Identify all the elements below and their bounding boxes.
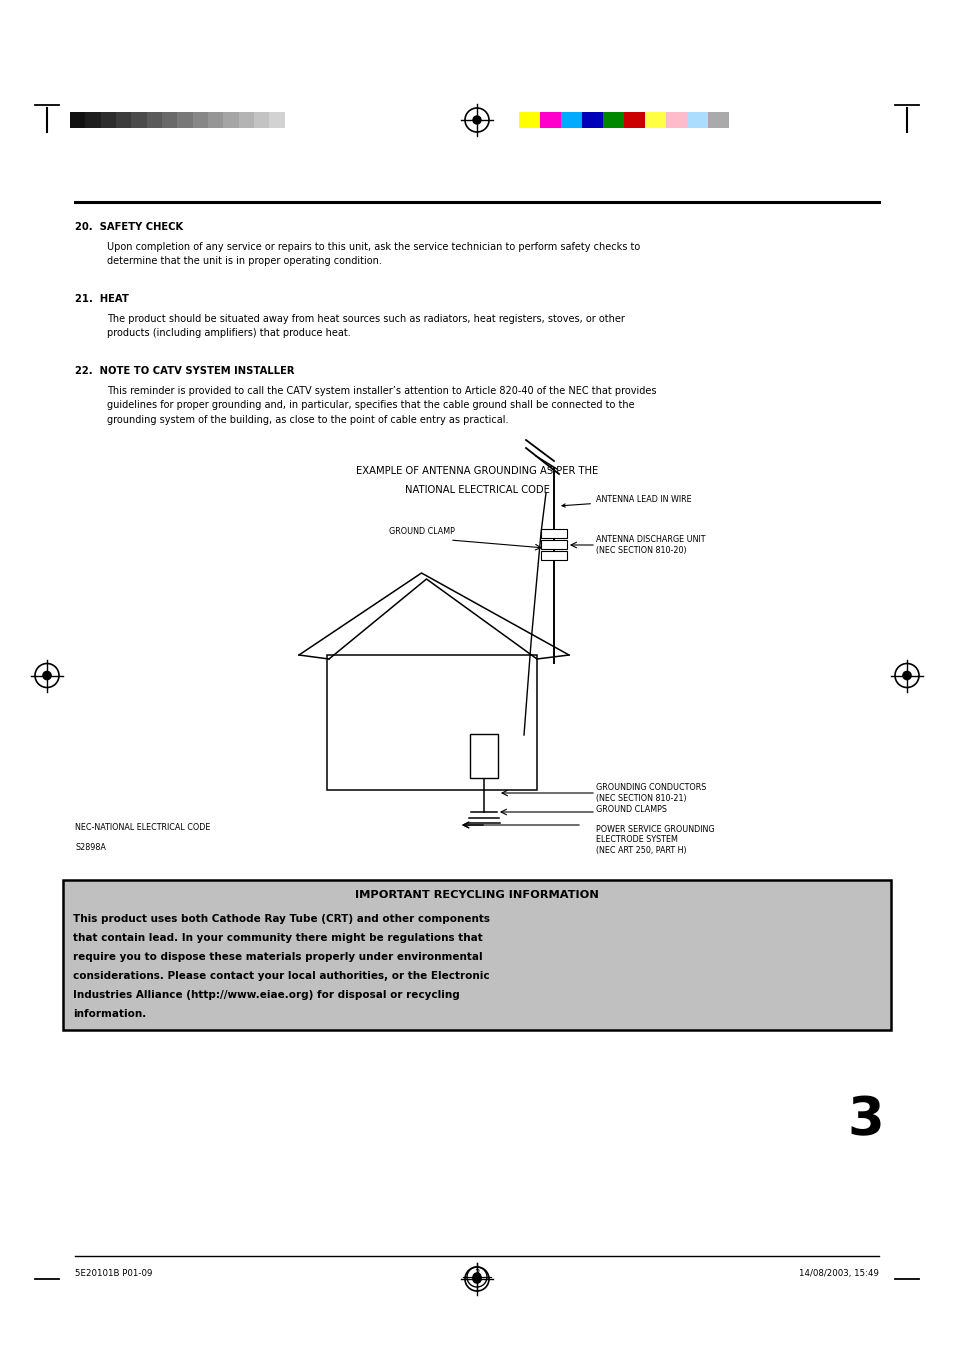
Text: Industries Alliance (http://www.eiae.org) for disposal or recycling: Industries Alliance (http://www.eiae.org… xyxy=(73,990,459,1000)
Text: information.: information. xyxy=(73,1009,146,1019)
Text: 20.  SAFETY CHECK: 20. SAFETY CHECK xyxy=(75,222,183,232)
Text: GROUNDING CONDUCTORS
(NEC SECTION 810-21): GROUNDING CONDUCTORS (NEC SECTION 810-21… xyxy=(596,784,705,802)
Bar xyxy=(284,112,299,128)
Bar xyxy=(686,112,707,128)
Bar xyxy=(540,540,566,549)
Bar xyxy=(327,655,537,790)
Text: GROUND CLAMPS: GROUND CLAMPS xyxy=(596,805,666,815)
Bar xyxy=(253,112,269,128)
Text: ELECTRIC SERVICE
EQUIPMENT: ELECTRIC SERVICE EQUIPMENT xyxy=(355,746,429,766)
Bar xyxy=(540,551,566,561)
Bar xyxy=(132,112,147,128)
Bar xyxy=(116,112,132,128)
Bar xyxy=(63,880,890,1029)
Bar xyxy=(518,112,539,128)
Bar xyxy=(540,530,566,538)
Text: 5E20101B P01-09: 5E20101B P01-09 xyxy=(75,1269,152,1278)
Bar xyxy=(177,112,193,128)
Bar xyxy=(269,112,284,128)
Text: that contain lead. In your community there might be regulations that: that contain lead. In your community the… xyxy=(73,934,482,943)
Bar xyxy=(665,112,686,128)
Text: The product should be situated away from heat sources such as radiators, heat re: The product should be situated away from… xyxy=(107,313,624,338)
Text: NEC-NATIONAL ELECTRICAL CODE: NEC-NATIONAL ELECTRICAL CODE xyxy=(75,823,211,832)
Text: 3: 3 xyxy=(846,1094,883,1146)
Text: considerations. Please contact your local authorities, or the Electronic: considerations. Please contact your loca… xyxy=(73,971,489,981)
Bar xyxy=(223,112,238,128)
Text: ANTENNA DISCHARGE UNIT
(NEC SECTION 810-20): ANTENNA DISCHARGE UNIT (NEC SECTION 810-… xyxy=(596,535,705,555)
Bar xyxy=(70,112,85,128)
Bar xyxy=(208,112,223,128)
Bar xyxy=(238,112,253,128)
Bar xyxy=(623,112,644,128)
Text: require you to dispose these materials properly under environmental: require you to dispose these materials p… xyxy=(73,952,482,962)
Bar xyxy=(470,734,497,778)
Bar xyxy=(193,112,208,128)
Text: ANTENNA LEAD IN WIRE: ANTENNA LEAD IN WIRE xyxy=(561,496,691,507)
Bar xyxy=(147,112,162,128)
Text: POWER SERVICE GROUNDING
ELECTRODE SYSTEM
(NEC ART 250, PART H): POWER SERVICE GROUNDING ELECTRODE SYSTEM… xyxy=(596,825,714,855)
Text: 22.  NOTE TO CATV SYSTEM INSTALLER: 22. NOTE TO CATV SYSTEM INSTALLER xyxy=(75,366,294,376)
Text: 14/08/2003, 15:49: 14/08/2003, 15:49 xyxy=(799,1269,878,1278)
Circle shape xyxy=(902,671,910,680)
Bar xyxy=(644,112,665,128)
Text: 3: 3 xyxy=(474,1269,479,1278)
Text: GROUND CLAMP: GROUND CLAMP xyxy=(389,527,455,536)
Circle shape xyxy=(473,1273,480,1281)
Bar xyxy=(602,112,623,128)
Bar xyxy=(162,112,177,128)
Text: This product uses both Cathode Ray Tube (CRT) and other components: This product uses both Cathode Ray Tube … xyxy=(73,915,490,924)
Text: NATIONAL ELECTRICAL CODE: NATIONAL ELECTRICAL CODE xyxy=(404,485,549,494)
Bar xyxy=(85,112,101,128)
Bar xyxy=(560,112,581,128)
Text: EXAMPLE OF ANTENNA GROUNDING AS PER THE: EXAMPLE OF ANTENNA GROUNDING AS PER THE xyxy=(355,466,598,476)
Text: Upon completion of any service or repairs to this unit, ask the service technici: Upon completion of any service or repair… xyxy=(107,242,639,266)
Text: IMPORTANT RECYCLING INFORMATION: IMPORTANT RECYCLING INFORMATION xyxy=(355,890,598,900)
Circle shape xyxy=(43,671,51,680)
Bar xyxy=(707,112,728,128)
Text: This reminder is provided to call the CATV system installer’s attention to Artic: This reminder is provided to call the CA… xyxy=(107,386,656,424)
Bar xyxy=(101,112,116,128)
Circle shape xyxy=(473,116,480,124)
Circle shape xyxy=(473,1275,480,1283)
Bar xyxy=(539,112,560,128)
Text: 21.  HEAT: 21. HEAT xyxy=(75,295,129,304)
Text: S2898A: S2898A xyxy=(75,843,106,852)
Bar xyxy=(581,112,602,128)
